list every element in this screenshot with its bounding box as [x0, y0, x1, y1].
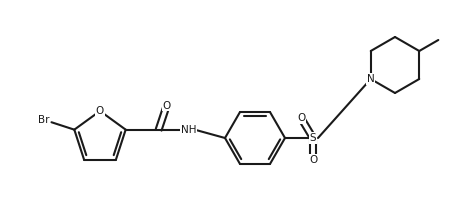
Text: O: O [96, 106, 104, 116]
Text: NH: NH [181, 125, 197, 135]
Text: S: S [310, 133, 316, 143]
Text: O: O [162, 101, 171, 111]
Text: O: O [297, 113, 305, 123]
Text: O: O [309, 155, 317, 165]
Text: N: N [367, 74, 374, 84]
Text: Br: Br [38, 115, 50, 125]
